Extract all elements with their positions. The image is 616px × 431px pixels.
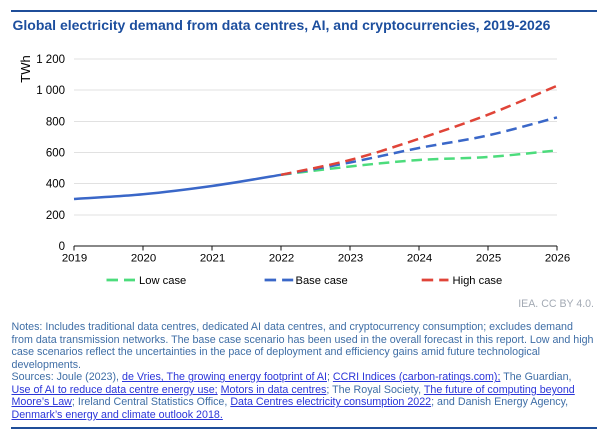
svg-text:0: 0 bbox=[59, 241, 65, 253]
svg-text:Base case: Base case bbox=[296, 275, 348, 287]
svg-text:TWh: TWh bbox=[18, 55, 33, 82]
svg-text:2025: 2025 bbox=[476, 252, 501, 264]
svg-text:400: 400 bbox=[46, 179, 65, 191]
svg-text:2019: 2019 bbox=[62, 252, 87, 264]
svg-text:2023: 2023 bbox=[338, 252, 363, 264]
svg-text:2022: 2022 bbox=[269, 252, 294, 264]
svg-text:2021: 2021 bbox=[200, 252, 225, 264]
svg-text:600: 600 bbox=[46, 148, 65, 160]
svg-text:2026: 2026 bbox=[545, 252, 570, 264]
svg-text:200: 200 bbox=[46, 210, 65, 222]
svg-text:2020: 2020 bbox=[131, 252, 156, 264]
svg-text:Low case: Low case bbox=[139, 275, 186, 287]
svg-text:1 000: 1 000 bbox=[36, 85, 65, 97]
svg-text:2024: 2024 bbox=[407, 252, 432, 264]
svg-text:High case: High case bbox=[453, 275, 503, 287]
svg-text:800: 800 bbox=[46, 116, 65, 128]
svg-text:1 200: 1 200 bbox=[36, 54, 65, 66]
